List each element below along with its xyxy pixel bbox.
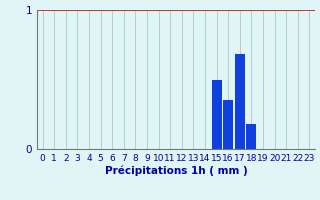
X-axis label: Précipitations 1h ( mm ): Précipitations 1h ( mm ): [105, 166, 247, 176]
Bar: [246, 124, 256, 149]
Bar: [212, 79, 221, 149]
Bar: [235, 54, 245, 149]
Bar: [223, 100, 233, 149]
